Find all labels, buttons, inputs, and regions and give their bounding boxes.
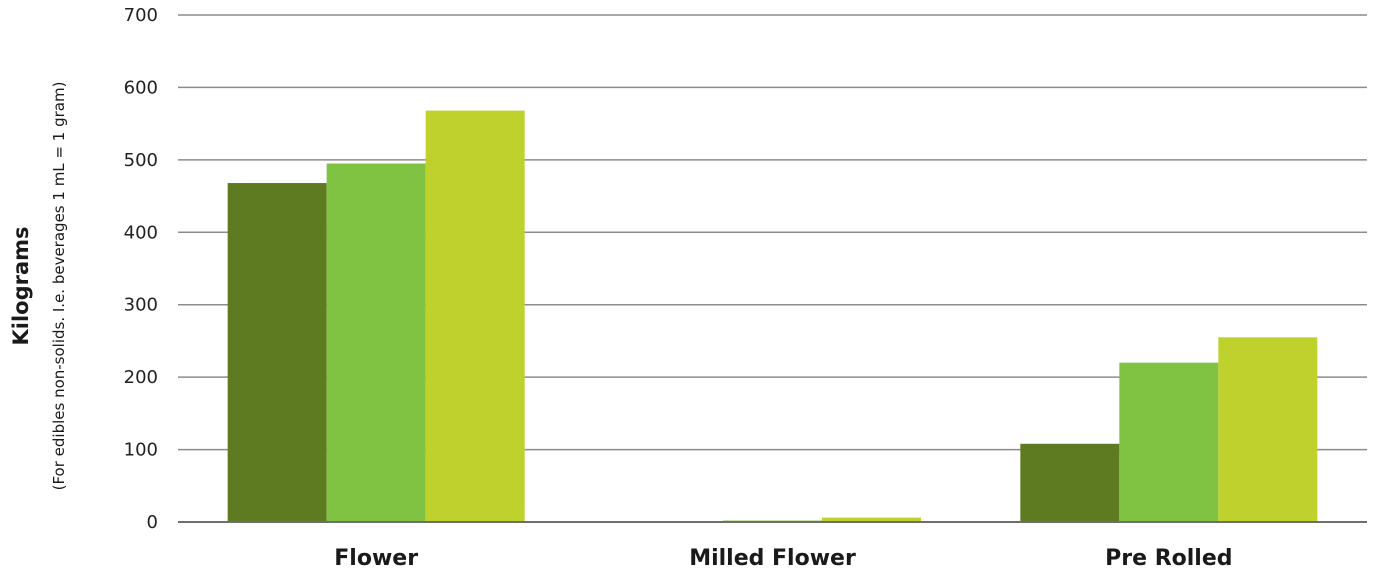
y-tick-label: 300 bbox=[124, 295, 158, 316]
bar bbox=[1119, 362, 1219, 522]
bar bbox=[822, 517, 921, 522]
y-axis-title: Kilograms bbox=[9, 226, 33, 345]
y-tick-labels: 0 100 200 300 400 500 600 700 bbox=[124, 5, 158, 533]
bar bbox=[326, 163, 426, 522]
y-tick-label: 500 bbox=[124, 150, 158, 171]
category-label: Flower bbox=[334, 546, 418, 571]
category-label: Pre Rolled bbox=[1105, 546, 1232, 571]
y-tick-label: 100 bbox=[124, 440, 158, 461]
y-tick-label: 0 bbox=[147, 512, 158, 533]
bar bbox=[227, 183, 327, 522]
bars bbox=[227, 110, 1318, 522]
y-axis-subtitle: (For edibles non-solids. I.e. beverages … bbox=[50, 82, 68, 491]
category-label: Milled Flower bbox=[689, 546, 856, 571]
bar bbox=[1020, 443, 1120, 522]
y-tick-label: 400 bbox=[124, 222, 158, 243]
y-tick-label: 700 bbox=[124, 5, 158, 26]
bar bbox=[1218, 337, 1318, 522]
bar bbox=[425, 110, 525, 522]
y-tick-label: 200 bbox=[124, 367, 158, 388]
y-tick-label: 600 bbox=[124, 77, 158, 98]
category-labels: Flower Milled Flower Pre Rolled bbox=[334, 546, 1232, 571]
